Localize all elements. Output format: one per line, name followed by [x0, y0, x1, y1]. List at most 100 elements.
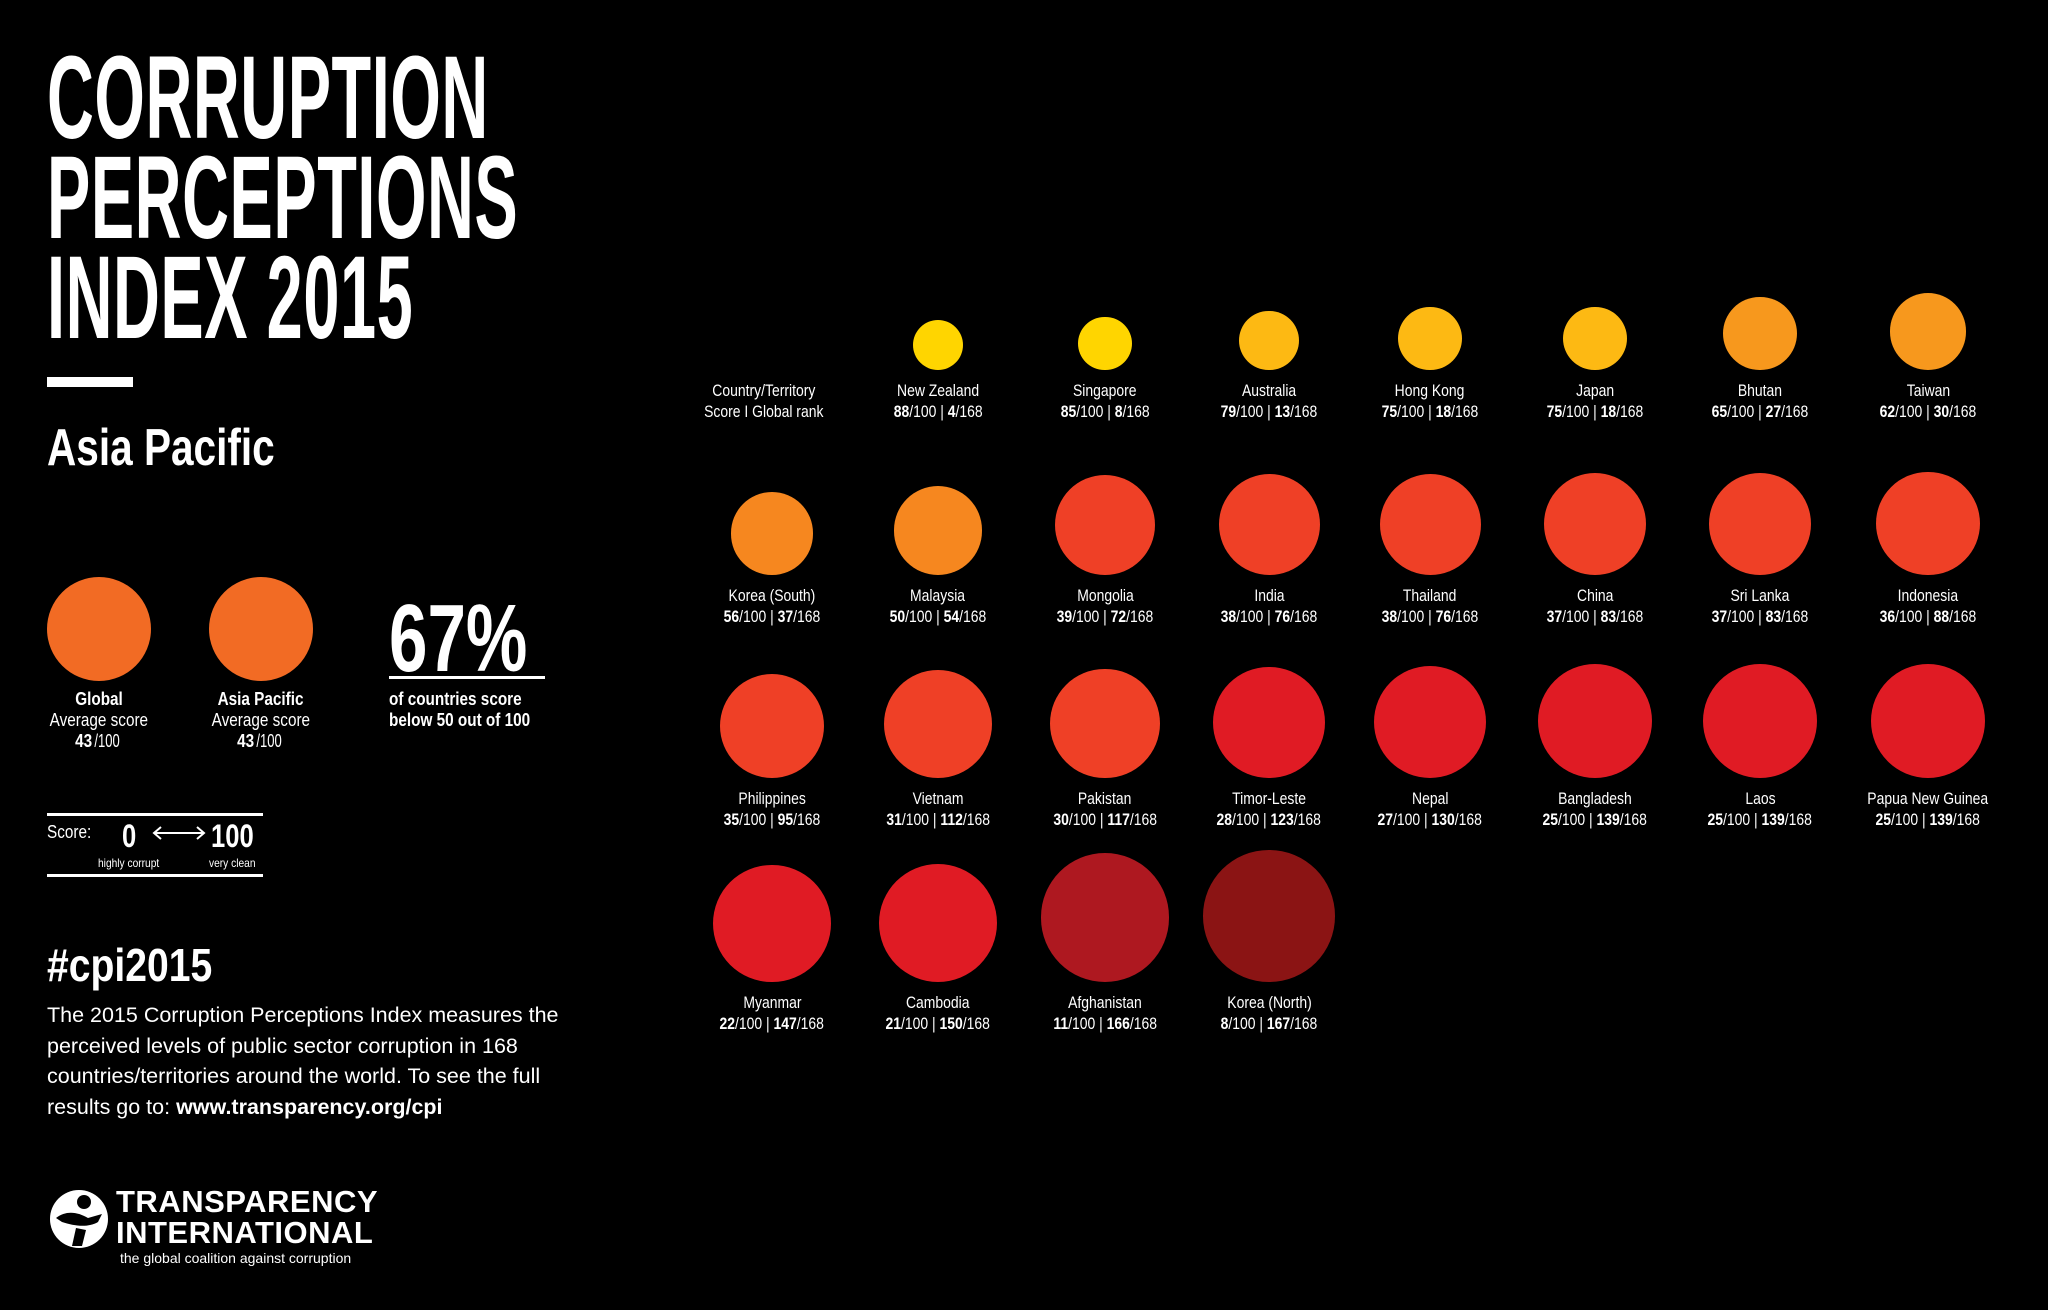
title-line: PERCEPTIONS [47, 132, 519, 264]
country-score-rank: 62/100 | 30/168 [1879, 402, 1977, 421]
country-name: China [1576, 586, 1614, 605]
country-circle [1218, 474, 1320, 575]
stat-line2: below 50 out of 100 [389, 710, 531, 730]
global-average-circle [47, 577, 151, 681]
country-name: Malaysia [910, 586, 966, 605]
country-score-rank: 88/100 | 4/168 [893, 402, 983, 421]
country-score-rank: 28/100 | 123/168 [1216, 810, 1322, 829]
logo-line1: TRANSPARENCY [116, 1184, 379, 1219]
scale-top-rule [47, 813, 263, 816]
hashtag: #cpi2015 [47, 939, 213, 991]
country-circle [1213, 666, 1325, 778]
country-score-rank: 36/100 | 88/168 [1879, 607, 1977, 626]
country-circle [1050, 668, 1160, 778]
country-score-rank: 37/100 | 83/168 [1546, 607, 1644, 626]
country-score-rank: 25/100 | 139/168 [1707, 810, 1813, 829]
logo-tagline: the global coalition against corruption [120, 1250, 352, 1266]
country-label: India 38/100 | 76/168 [1184, 585, 1354, 627]
country-label: Indonesia 36/100 | 88/168 [1843, 585, 2013, 627]
country-label: Malaysia 50/100 | 54/168 [853, 585, 1023, 627]
legend-header: Country/Territory Score I Global rank [679, 380, 849, 422]
score: 43 [237, 731, 255, 751]
country-score-rank: 85/100 | 8/168 [1060, 402, 1150, 421]
country-label: Philippines 35/100 | 95/168 [687, 788, 857, 830]
country-circle [1239, 310, 1299, 370]
country-circle [1876, 471, 1980, 575]
country-circle [1373, 665, 1487, 778]
country-name: Singapore [1073, 381, 1137, 400]
country-score-rank: 38/100 | 76/168 [1381, 607, 1479, 626]
country-name: Timor-Leste [1232, 789, 1306, 808]
country-label: Taiwan 62/100 | 30/168 [1843, 380, 2013, 422]
country-label: Sri Lanka 37/100 | 83/168 [1675, 585, 1845, 627]
country-label: Korea (South) 56/100 | 37/168 [687, 585, 857, 627]
description: The 2015 Corruption Perceptions Index me… [47, 1000, 607, 1122]
country-score-rank: 30/100 | 117/168 [1053, 810, 1157, 829]
country-name: Myanmar [742, 993, 802, 1012]
country-name: Laos [1744, 789, 1776, 808]
country-circle [719, 673, 825, 778]
country-circle [1203, 850, 1335, 982]
country-score-rank: 11/100 | 166/168 [1053, 1014, 1157, 1033]
title-divider [47, 377, 133, 387]
scale-min: 0 [122, 818, 137, 854]
country-score-rank: 39/100 | 72/168 [1056, 607, 1154, 626]
country-label: Papua New Guinea 25/100 | 139/168 [1843, 788, 2013, 830]
country-name: Nepal [1411, 789, 1449, 808]
country-score-rank: 27/100 | 130/168 [1377, 810, 1483, 829]
country-label: Thailand 38/100 | 76/168 [1345, 585, 1515, 627]
sub-label: Average score [211, 710, 311, 730]
country-score-rank: 75/100 | 18/168 [1381, 402, 1479, 421]
legend-header-line1: Country/Territory [712, 381, 816, 400]
score: 43 [75, 731, 93, 751]
country-circle [1398, 306, 1462, 370]
country-circle [1889, 293, 1967, 370]
country-score-rank: 8/100 | 167/168 [1220, 1014, 1318, 1033]
country-circle [1543, 472, 1646, 575]
country-label: Singapore 85/100 | 8/168 [1020, 380, 1190, 422]
country-score-rank: 38/100 | 76/168 [1220, 607, 1318, 626]
country-label: Timor-Leste 28/100 | 123/168 [1184, 788, 1354, 830]
country-circle [1870, 663, 1986, 778]
country-label: Korea (North) 8/100 | 167/168 [1184, 992, 1354, 1034]
country-label: Australia 79/100 | 13/168 [1184, 380, 1354, 422]
region-title: Asia Pacific [47, 419, 275, 477]
country-label: Laos 25/100 | 139/168 [1675, 788, 1845, 830]
max: /100 [256, 731, 283, 751]
country-label: Vietnam 31/100 | 112/168 [853, 788, 1023, 830]
country-name: Bhutan [1737, 381, 1783, 400]
country-circle [1379, 474, 1481, 575]
country-circle [1040, 853, 1170, 982]
country-score-rank: 22/100 | 147/168 [719, 1014, 825, 1033]
country-name: Australia [1241, 381, 1297, 400]
country-name: Taiwan [1906, 381, 1950, 400]
legend-header-line2: Score I Global rank [704, 402, 824, 421]
country-name: Cambodia [906, 993, 970, 1012]
country-name: Sri Lanka [1730, 586, 1790, 605]
country-label: Bhutan 65/100 | 27/168 [1675, 380, 1845, 422]
asia-pacific-average-circle [209, 577, 313, 681]
country-score-rank: 75/100 | 18/168 [1546, 402, 1644, 421]
country-label: Hong Kong 75/100 | 18/168 [1345, 380, 1515, 422]
country-circle [913, 320, 963, 370]
country-label: Pakistan 30/100 | 117/168 [1020, 788, 1190, 830]
stat-underline [389, 676, 545, 679]
transparency-international-logo: TRANSPARENCY INTERNATIONAL the global co… [48, 1186, 388, 1268]
global-average-label: Global Average score 43/100 [0, 689, 219, 752]
country-name: Korea (North) [1226, 993, 1312, 1012]
country-score-rank: 25/100 | 139/168 [1542, 810, 1648, 829]
country-score-rank: 37/100 | 83/168 [1711, 607, 1809, 626]
country-score-rank: 56/100 | 37/168 [723, 607, 821, 626]
country-circle [883, 669, 993, 778]
country-circle [1537, 663, 1653, 778]
country-name: India [1253, 586, 1285, 605]
scale-label: Score: [47, 822, 92, 842]
scale-max-label: very clean [209, 856, 256, 870]
country-circle [713, 864, 831, 982]
country-name: New Zealand [896, 381, 980, 400]
country-circle [1708, 472, 1811, 575]
country-score-rank: 65/100 | 27/168 [1711, 402, 1809, 421]
scale-max: 100 [211, 818, 254, 854]
scale-bottom-rule [47, 874, 263, 877]
results-link[interactable]: www.transparency.org/cpi [176, 1094, 443, 1119]
